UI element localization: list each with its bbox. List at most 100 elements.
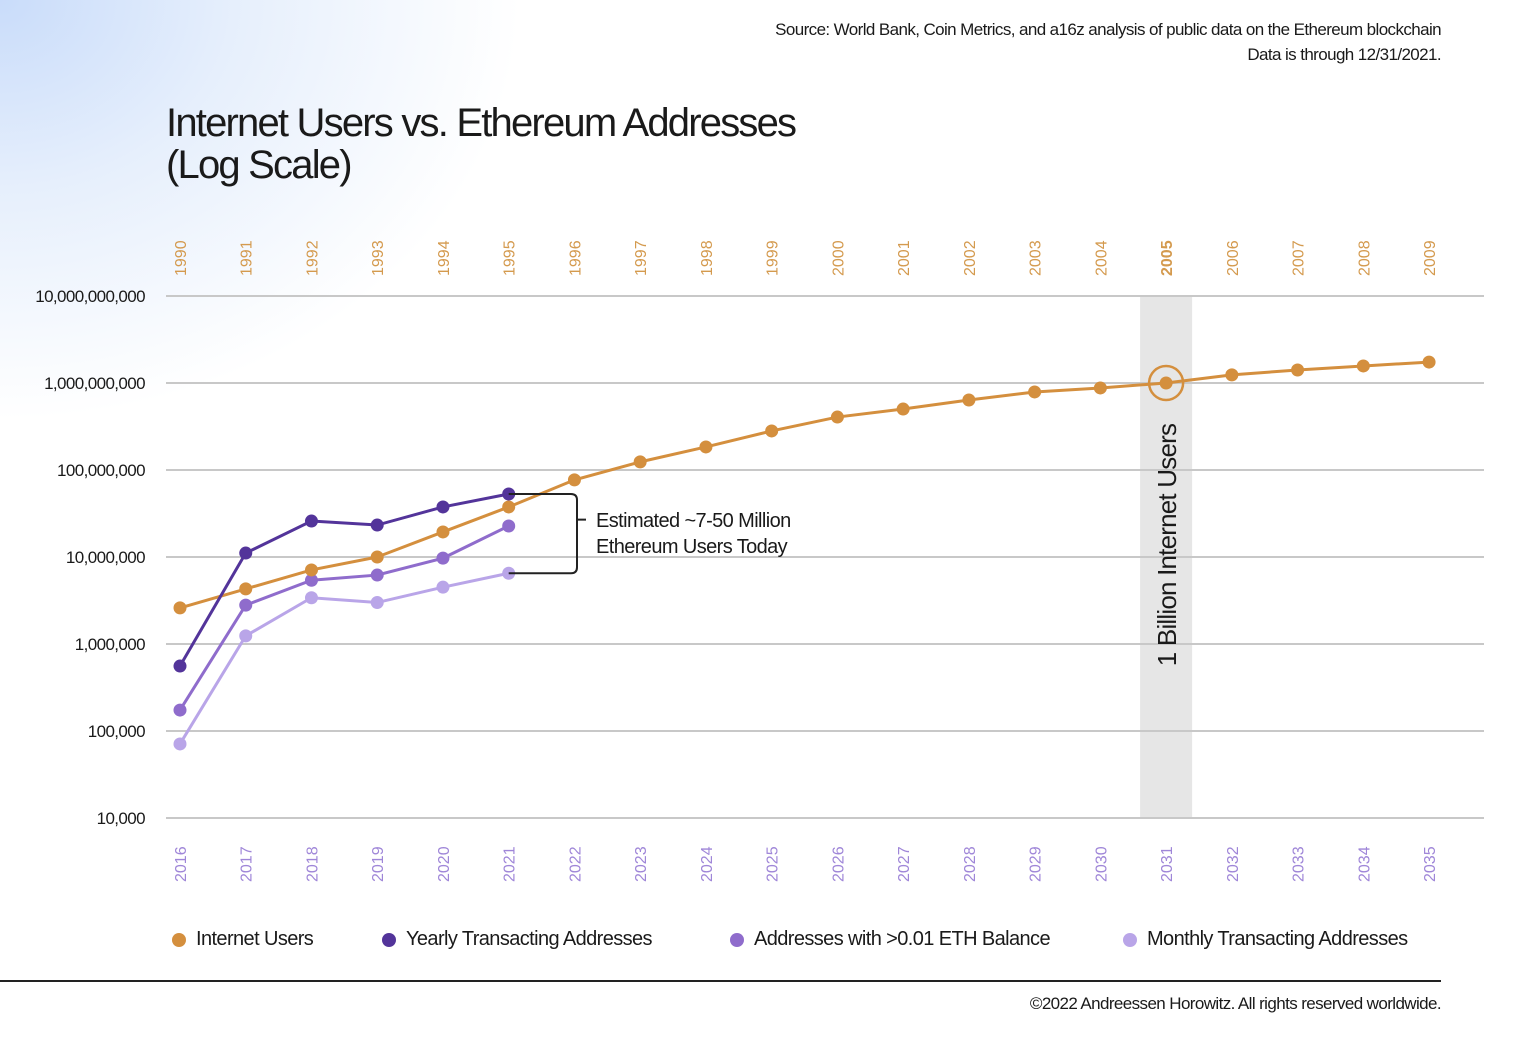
x-bottom-tick-label: 2033 [1291, 846, 1308, 882]
series-line-yearly [178, 492, 509, 667]
data-point-balance [502, 519, 516, 533]
y-tick-label: 100,000,000 [57, 461, 145, 480]
series-line-monthly [178, 571, 510, 745]
x-top-tick-label: 1993 [370, 240, 387, 276]
data-point-yearly [436, 500, 450, 514]
legend-swatch-icon [730, 932, 744, 947]
y-tick-label: 1,000,000,000 [44, 374, 145, 393]
legend-item-yearly: Yearly Transacting Addresses [382, 928, 653, 951]
data-point-balance [370, 568, 384, 582]
copyright: ©2022 Andreessen Horowitz. All rights re… [1029, 994, 1442, 1013]
legend-label: Monthly Transacting Addresses [1147, 928, 1408, 950]
x-top-tick-label: 2008 [1356, 240, 1373, 276]
data-point-monthly [304, 591, 318, 605]
legend-swatch-icon [1123, 932, 1137, 947]
x-top-tick-label: 2000 [830, 240, 847, 276]
data-point-internet [1422, 355, 1436, 369]
data-point-monthly [173, 737, 187, 751]
data-point-monthly [370, 595, 384, 609]
legend-label: Yearly Transacting Addresses [406, 928, 653, 950]
series-line-internet [179, 360, 1430, 610]
x-top-tick-label: 1997 [633, 240, 650, 276]
x-top-tick-label: 2005 [1159, 240, 1176, 276]
data-point-internet [1159, 376, 1173, 390]
x-bottom-tick-label: 2021 [502, 846, 519, 882]
x-bottom-tick-label: 2022 [567, 846, 584, 882]
data-point-internet [304, 563, 318, 577]
x-top-tick-label: 1999 [765, 240, 782, 276]
x-top-tick-label: 1996 [567, 240, 584, 276]
x-bottom-tick-label: 2019 [370, 846, 387, 882]
annotation-bracket [508, 492, 578, 575]
x-bottom-tick-label: 2024 [699, 846, 716, 882]
legend-item-internet-users: Internet Users [172, 928, 314, 951]
y-tick-label: 1,000,000 [75, 635, 145, 654]
data-point-balance [239, 598, 253, 612]
x-bottom-tick-label: 2030 [1093, 846, 1110, 882]
x-top-tick-label: 2004 [1093, 240, 1110, 276]
source-note: Source: World Bank, Coin Metrics, and a1… [775, 17, 1441, 67]
data-point-yearly [304, 514, 318, 528]
x-bottom-tick-label: 2018 [304, 846, 321, 882]
x-top-tick-label: 2001 [896, 240, 913, 276]
data-point-internet [1225, 368, 1239, 382]
data-point-internet [633, 455, 647, 469]
data-point-internet [370, 550, 384, 564]
data-point-internet [1028, 385, 1042, 399]
x-top-tick-label: 1991 [239, 240, 256, 276]
source-line: Source: World Bank, Coin Metrics, and a1… [775, 20, 1441, 39]
x-bottom-tick-label: 2034 [1356, 846, 1373, 882]
data-point-internet [962, 393, 976, 407]
data-point-yearly [239, 546, 253, 560]
data-point-internet [830, 410, 844, 424]
data-point-internet [1291, 363, 1305, 377]
x-top-tick-label: 2003 [1028, 240, 1045, 276]
x-top-tick-label: 1994 [436, 240, 453, 276]
x-top-tick-label: 2002 [962, 240, 979, 276]
data-point-balance [173, 703, 187, 717]
x-bottom-tick-label: 2027 [896, 846, 913, 882]
x-top-tick-label: 1998 [699, 240, 716, 276]
data-through-line: Data is through 12/31/2021. [1247, 45, 1441, 64]
legend-swatch-icon [172, 932, 186, 947]
chart-title: Internet Users vs. Ethereum Addresses (L… [166, 101, 797, 187]
legend-item-monthly: Monthly Transacting Addresses [1123, 928, 1408, 951]
y-tick-label: 10,000,000,000 [35, 287, 145, 306]
x-top-tick-label: 2007 [1291, 240, 1308, 276]
data-point-monthly [239, 629, 253, 643]
x-bottom-tick-label: 2023 [633, 846, 650, 882]
y-tick-label: 100,000 [88, 722, 145, 741]
annotation-text-line1: Estimated ~7-50 Million [596, 510, 791, 532]
chart-title-line2: (Log Scale) [166, 143, 353, 187]
data-point-yearly [173, 659, 187, 673]
data-point-internet [567, 473, 581, 487]
data-point-balance [436, 551, 450, 565]
data-point-internet [1356, 359, 1370, 373]
series-line-balance [178, 524, 510, 711]
x-top-tick-label: 2009 [1422, 240, 1439, 276]
x-top-tick-label: 1995 [502, 240, 519, 276]
x-top-tick-label: 1990 [173, 240, 190, 276]
data-point-yearly [370, 518, 384, 532]
legend-label: Addresses with >0.01 ETH Balance [754, 928, 1051, 950]
x-bottom-tick-label: 2020 [436, 846, 453, 882]
x-bottom-tick-label: 2025 [765, 846, 782, 882]
data-point-internet [699, 440, 713, 454]
x-bottom-tick-label: 2026 [830, 846, 847, 882]
chart-title-line1: Internet Users vs. Ethereum Addresses [166, 101, 797, 145]
y-tick-label: 10,000 [97, 809, 146, 828]
x-bottom-tick-label: 2016 [173, 846, 190, 882]
x-bottom-tick-label: 2029 [1028, 846, 1045, 882]
legend-label: Internet Users [196, 928, 314, 950]
x-top-tick-label: 2006 [1225, 240, 1242, 276]
footer-divider [0, 980, 1441, 982]
x-bottom-tick-label: 2035 [1422, 846, 1439, 882]
legend-swatch-icon [382, 932, 396, 947]
x-top-tick-label: 1992 [304, 240, 321, 276]
data-point-internet [436, 525, 450, 539]
annotation-text-line2: Ethereum Users Today [596, 536, 788, 558]
x-bottom-tick-label: 2017 [239, 846, 256, 882]
x-bottom-tick-label: 2031 [1159, 846, 1176, 882]
data-point-internet [173, 601, 187, 615]
